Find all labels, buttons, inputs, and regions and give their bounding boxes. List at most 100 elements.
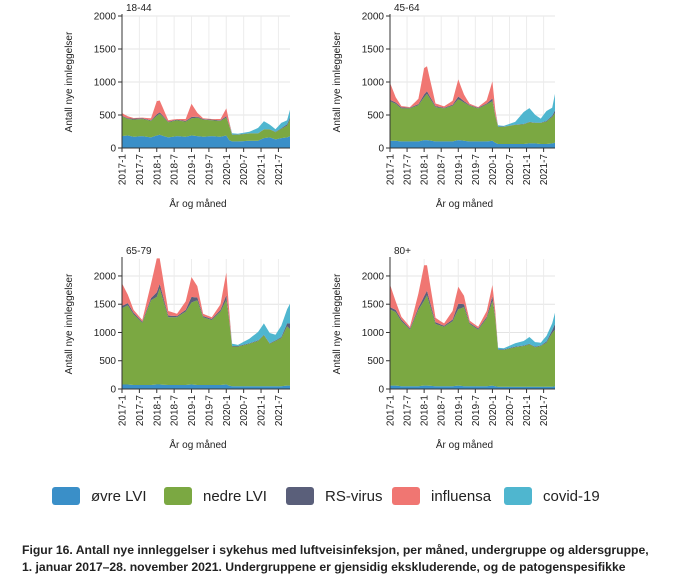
x-tick-label: 2021-1: [257, 395, 268, 427]
panel-title: 80+: [394, 246, 411, 257]
y-tick-label: 1500: [94, 300, 117, 311]
x-tick-label: 2018-7: [170, 395, 181, 427]
x-tick-label: 2018-1: [420, 395, 431, 427]
x-tick-label: 2017-1: [386, 395, 397, 427]
x-tick-label: 2021-1: [522, 395, 533, 427]
x-tick-label: 2020-7: [505, 395, 516, 427]
x-tick-label: 2020-1: [488, 395, 499, 427]
y-tick-label: 2000: [94, 271, 117, 282]
x-tick-label: 2019-7: [204, 395, 215, 427]
legend-label-influensa: influensa: [431, 487, 492, 505]
x-tick-label: 2017-7: [403, 395, 414, 427]
x-axis-title: År og måned: [436, 197, 493, 210]
y-axis-title: Antall nye innleggelser: [64, 31, 75, 132]
x-tick-label: 2021-7: [539, 154, 550, 186]
legend-item-covid-19: covid-19: [504, 484, 600, 508]
y-tick-label: 1000: [362, 78, 385, 89]
y-tick-label: 1000: [94, 78, 117, 89]
caption-line-2: 1. januar 2017–28. november 2021. Underg…: [22, 560, 626, 574]
x-axis-title: År og måned: [169, 438, 226, 451]
area-ovre-lvi-65-79: [122, 384, 290, 389]
chart-area: 0 500 1000 1500 2000 2017-1 2017-7 2018-1 2018-7…: [64, 3, 555, 451]
x-tick-label: 2019-1: [454, 154, 465, 186]
y-tick-label: 1000: [362, 328, 385, 339]
area-nedre-lvi-45-64: [390, 93, 555, 144]
area-nedre-lvi-65-79: [122, 288, 290, 387]
panel-18-44: 0 500 1000 1500 2000 2017-1 2017-7 2018-1 2018-7…: [64, 3, 290, 210]
y-tick-label: 2000: [362, 12, 385, 23]
x-tick-label: 2017-1: [386, 154, 397, 186]
x-tick-label: 2021-1: [257, 154, 268, 186]
x-axis-title: År og måned: [169, 197, 226, 210]
x-tick-label: 2021-1: [522, 154, 533, 186]
panel-65-79: 0 500 1000 1500 2000 2017-1 2017-7 2018-1 2018-7…: [64, 246, 290, 451]
y-tick-label: 500: [99, 356, 116, 367]
x-tick-label: 2017-1: [118, 154, 129, 186]
y-axis-title: Antall nye innleggelser: [332, 273, 343, 374]
y-tick-label: 1000: [94, 328, 117, 339]
legend-item-influensa: influensa: [392, 484, 491, 508]
legend-label-nedre-lvi: nedre LVI: [203, 487, 267, 505]
x-tick-label: 2019-7: [471, 154, 482, 186]
y-tick-label: 1500: [362, 45, 385, 56]
legend-swatch-ovre-lvi: [52, 487, 80, 505]
x-tick-label: 2020-7: [505, 154, 516, 186]
area-covid-19-45-64: [390, 66, 555, 127]
y-tick-label: 1500: [94, 45, 117, 56]
area-influensa-45-64: [390, 66, 555, 127]
legend-swatch-influensa: [392, 487, 420, 505]
area-covid-19-65-79: [122, 258, 290, 346]
area-ovre-lvi-80+: [390, 385, 555, 389]
x-tick-label: 2021-7: [274, 395, 285, 427]
x-tick-label: 2018-7: [437, 395, 448, 427]
y-tick-label: 500: [99, 111, 116, 122]
x-tick-label: 2019-1: [187, 154, 198, 186]
chart-legend: øvre LVI nedre LVI RS-virus influensa co…: [22, 484, 682, 508]
x-tick-label: 2020-1: [222, 154, 233, 186]
x-tick-label: 2020-7: [239, 395, 250, 427]
y-tick-label: 500: [367, 111, 384, 122]
x-tick-label: 2019-1: [454, 395, 465, 427]
x-tick-label: 2018-7: [437, 154, 448, 186]
x-tick-label: 2018-1: [152, 395, 163, 427]
y-tick-label: 500: [367, 356, 384, 367]
legend-item-rs-virus: RS-virus: [286, 484, 383, 508]
area-rs-virus-45-64: [390, 91, 555, 127]
y-tick-label: 0: [378, 385, 384, 396]
legend-label-rs-virus: RS-virus: [325, 487, 383, 505]
x-tick-label: 2020-7: [239, 154, 250, 186]
y-axis-title: Antall nye innleggelser: [64, 273, 75, 374]
y-tick-label: 0: [110, 144, 116, 155]
x-tick-label: 2021-7: [539, 395, 550, 427]
x-tick-label: 2020-1: [488, 154, 499, 186]
legend-swatch-rs-virus: [286, 487, 314, 505]
x-axis-title: År og måned: [436, 438, 493, 451]
x-tick-label: 2019-1: [187, 395, 198, 427]
legend-swatch-covid-19: [504, 487, 532, 505]
y-tick-label: 2000: [362, 271, 385, 282]
y-axis-title: Antall nye innleggelser: [332, 31, 343, 132]
x-tick-label: 2017-7: [135, 154, 146, 186]
y-tick-label: 1500: [362, 300, 385, 311]
area-ovre-lvi-45-64: [390, 140, 555, 148]
x-tick-label: 2017-1: [118, 395, 129, 427]
x-tick-label: 2019-7: [204, 154, 215, 186]
y-tick-label: 0: [110, 385, 116, 396]
x-tick-label: 2018-1: [152, 154, 163, 186]
y-tick-label: 0: [378, 144, 384, 155]
area-nedre-lvi-80+: [390, 295, 555, 387]
legend-item-ovre-lvi: øvre LVI: [52, 484, 147, 508]
x-tick-label: 2017-7: [403, 154, 414, 186]
legend-label-covid-19: covid-19: [543, 487, 600, 505]
panel-title: 65-79: [126, 246, 152, 257]
x-tick-label: 2019-7: [471, 395, 482, 427]
area-ovre-lvi-18-44: [122, 134, 290, 148]
x-tick-label: 2018-7: [170, 154, 181, 186]
panel-45-64: 0 500 1000 1500 2000 2017-1 2017-7 2018-1 2018-7…: [332, 3, 555, 210]
x-tick-label: 2017-7: [135, 395, 146, 427]
caption-line-1: Figur 16. Antall nye innleggelser i syke…: [22, 543, 649, 557]
x-tick-label: 2020-1: [222, 395, 233, 427]
y-tick-label: 2000: [94, 12, 117, 23]
panel-title: 45-64: [394, 3, 420, 14]
figure-caption: Figur 16. Antall nye innleggelser i syke…: [22, 542, 684, 576]
